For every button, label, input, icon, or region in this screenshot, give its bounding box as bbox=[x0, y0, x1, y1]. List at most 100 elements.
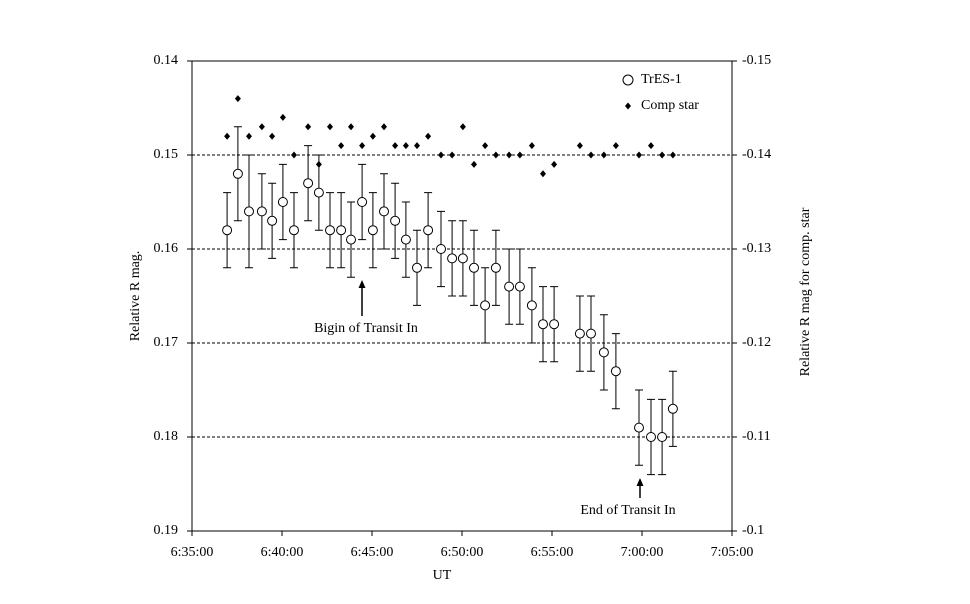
y2-tick-label: -0.15 bbox=[742, 53, 771, 68]
legend-marker bbox=[625, 102, 631, 110]
comp-star-point bbox=[305, 123, 312, 131]
comp-star-point bbox=[576, 142, 583, 150]
tres-point bbox=[325, 225, 335, 236]
tres-point bbox=[447, 253, 458, 264]
annotation: End of Transit In bbox=[580, 503, 675, 518]
annotation: Bigin of Transit In bbox=[314, 321, 418, 336]
y2-tick-label: -0.11 bbox=[742, 429, 771, 444]
tres-point bbox=[423, 225, 434, 236]
annotation-arrowhead bbox=[358, 280, 366, 288]
tres-point bbox=[346, 234, 356, 245]
x-tick-label: 6:40:00 bbox=[261, 545, 304, 560]
comp-star-point bbox=[528, 142, 535, 150]
x-tick-label: 7:00:00 bbox=[621, 545, 664, 560]
comp-star-point bbox=[636, 151, 642, 159]
tres-point bbox=[469, 262, 479, 273]
y-tick-label: 0.18 bbox=[154, 429, 179, 444]
tres-point bbox=[504, 281, 515, 292]
comp-star-point bbox=[359, 142, 366, 150]
y-tick-label: 0.19 bbox=[154, 523, 179, 538]
tres-point bbox=[313, 187, 324, 198]
legend-label: Comp star bbox=[641, 98, 699, 113]
comp-star-point bbox=[224, 132, 231, 140]
tres-point bbox=[390, 215, 401, 226]
comp-star-point bbox=[600, 151, 607, 159]
tres-point bbox=[289, 225, 299, 236]
tres-point bbox=[357, 197, 368, 207]
comp-star-point bbox=[279, 113, 286, 121]
comp-star-point bbox=[315, 160, 322, 168]
comp-star-point bbox=[588, 151, 594, 159]
tres-point bbox=[222, 225, 233, 236]
comp-star-point bbox=[258, 123, 265, 131]
tres-point bbox=[457, 253, 468, 264]
y2-tick-label: -0.14 bbox=[742, 147, 771, 162]
tres-point bbox=[646, 432, 656, 442]
comp-star-point bbox=[459, 123, 466, 131]
tres-point bbox=[610, 366, 621, 377]
x-tick-label: 6:55:00 bbox=[531, 545, 574, 560]
y-axis-label: Relative R mag. bbox=[128, 251, 143, 342]
comp-star-point bbox=[492, 151, 499, 159]
y2-tick-label: -0.13 bbox=[742, 241, 771, 256]
tres-point bbox=[277, 197, 288, 207]
y-tick-label: 0.15 bbox=[154, 147, 179, 162]
y-tick-label: 0.17 bbox=[154, 335, 179, 350]
comp-star-point bbox=[449, 151, 456, 159]
tres-point bbox=[598, 347, 609, 358]
comp-star-point bbox=[338, 142, 345, 150]
comp-star-point bbox=[669, 151, 676, 159]
tres-point bbox=[586, 328, 596, 339]
comp-star-point bbox=[291, 151, 297, 159]
comp-star-point bbox=[438, 151, 444, 159]
comp-star-point bbox=[234, 95, 241, 103]
tres-point bbox=[303, 178, 314, 189]
tres-point bbox=[490, 262, 501, 273]
x-tick-label: 7:05:00 bbox=[711, 545, 754, 560]
legend-marker bbox=[622, 74, 634, 86]
comp-star-point bbox=[269, 132, 276, 140]
comp-star-point bbox=[506, 151, 513, 159]
tres-point bbox=[400, 234, 411, 245]
comp-star-point bbox=[612, 142, 619, 150]
tres-point bbox=[574, 328, 585, 339]
comp-star-point bbox=[414, 142, 420, 150]
comp-star-point bbox=[369, 132, 376, 140]
y2-tick-label: -0.1 bbox=[742, 523, 764, 538]
tres-point bbox=[436, 244, 446, 254]
tres-point bbox=[538, 319, 548, 330]
tres-point bbox=[634, 422, 644, 433]
tres-point bbox=[514, 281, 525, 292]
tres-point bbox=[657, 432, 668, 442]
x-tick-label: 6:45:00 bbox=[351, 545, 394, 560]
tres-point bbox=[336, 225, 347, 236]
tres-point bbox=[526, 300, 537, 311]
comp-star-point bbox=[425, 132, 432, 140]
y2-axis-label: Relative R mag for comp. star bbox=[798, 207, 813, 376]
comp-star-point bbox=[381, 123, 387, 131]
comp-star-point bbox=[402, 142, 409, 150]
tres-point bbox=[232, 168, 243, 179]
tres-point bbox=[549, 319, 560, 330]
y2-tick-label: -0.12 bbox=[742, 335, 771, 350]
x-axis-label: UT bbox=[433, 568, 452, 583]
tres-point bbox=[256, 206, 267, 217]
comp-star-point bbox=[551, 160, 558, 168]
comp-star-point bbox=[659, 151, 666, 159]
y-tick-label: 0.14 bbox=[154, 53, 179, 68]
legend-label: TrES-1 bbox=[641, 72, 682, 87]
comp-star-point bbox=[392, 142, 399, 150]
comp-star-point bbox=[648, 142, 654, 150]
comp-star-point bbox=[471, 160, 477, 168]
annotation-arrowhead bbox=[636, 478, 644, 486]
tres-point bbox=[667, 403, 678, 414]
tres-point bbox=[244, 206, 254, 217]
tres-point bbox=[267, 215, 278, 226]
comp-star-point bbox=[516, 151, 523, 159]
tres-point bbox=[412, 262, 422, 273]
x-tick-label: 6:35:00 bbox=[171, 545, 214, 560]
tres-point bbox=[480, 300, 491, 311]
comp-star-point bbox=[327, 123, 333, 131]
comp-star-point bbox=[482, 142, 489, 150]
